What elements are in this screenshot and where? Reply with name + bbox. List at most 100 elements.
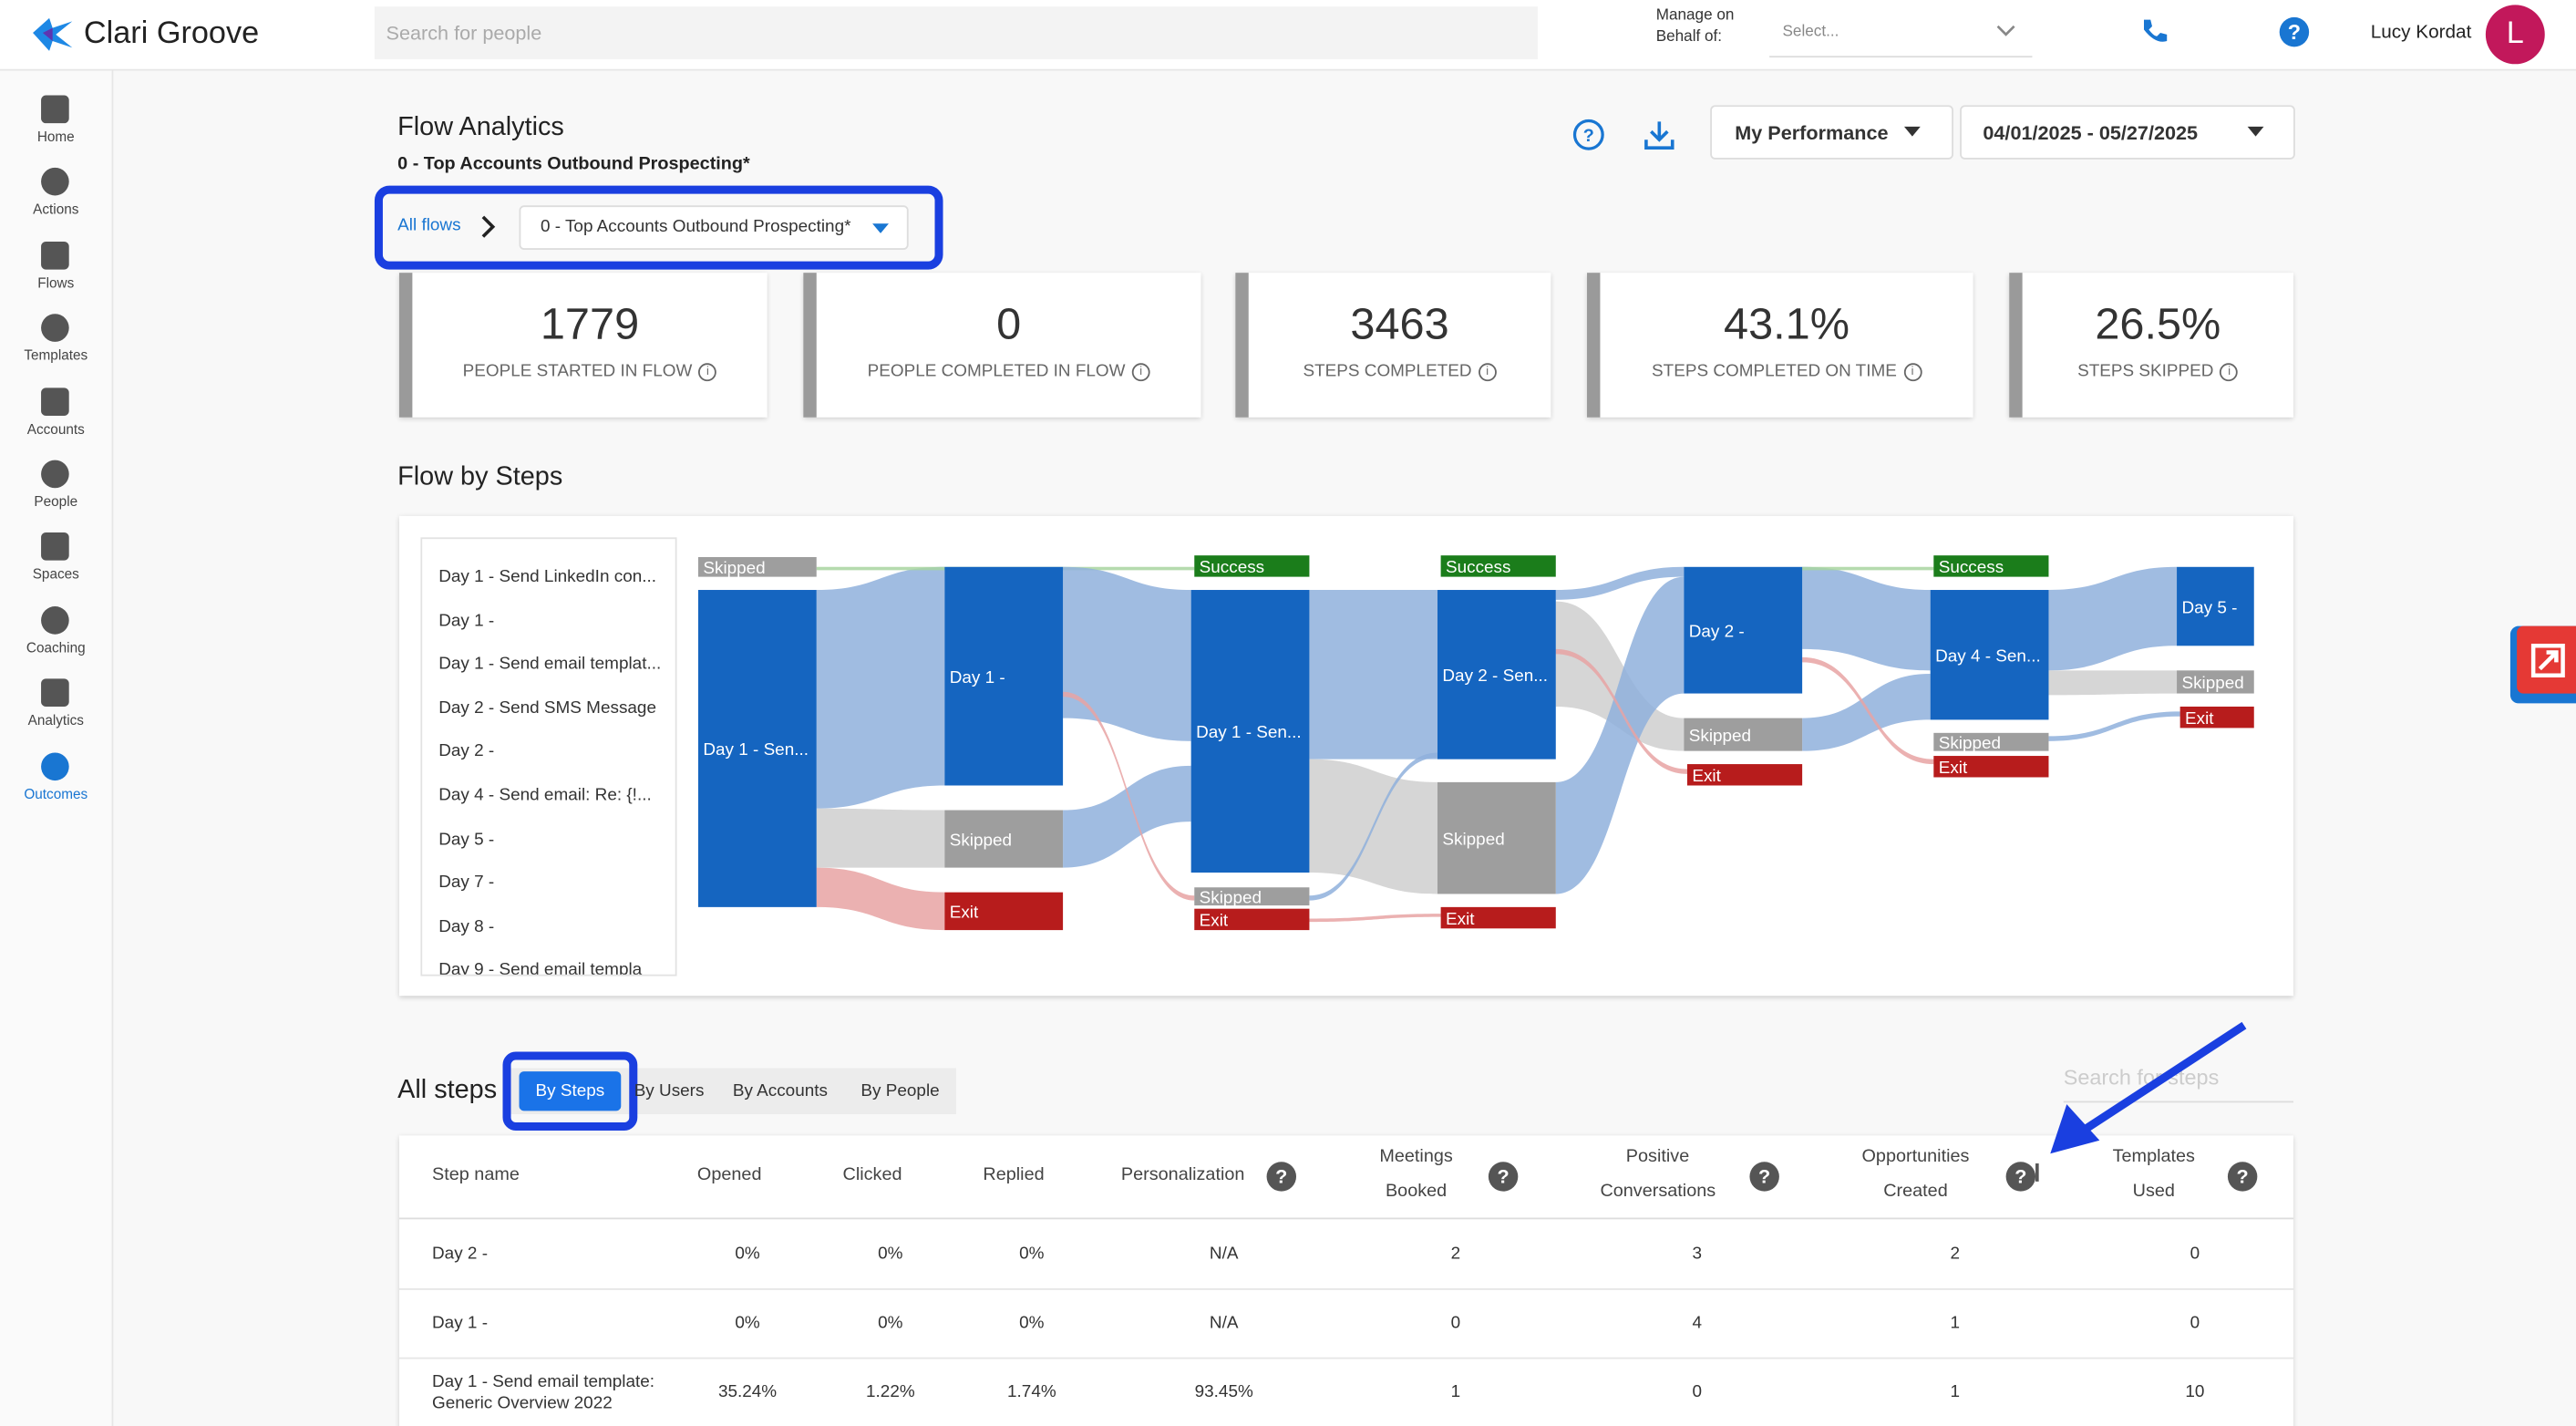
flow-link <box>1802 566 1934 571</box>
nav-label[interactable]: Coaching <box>26 638 86 656</box>
phone-icon[interactable] <box>2139 16 2169 46</box>
sankey-node <box>1933 732 2049 751</box>
kpi-value: 1779 <box>540 299 640 349</box>
nav-icon[interactable] <box>41 168 69 197</box>
sankey-node <box>944 566 1064 786</box>
help-icon[interactable]: ? <box>2279 16 2310 47</box>
nav-icon[interactable] <box>41 751 69 780</box>
table-cell: 0% <box>878 1244 903 1264</box>
column-header: Personalization <box>1120 1164 1245 1185</box>
caret <box>1903 126 1921 137</box>
step-item[interactable]: Day 1 - <box>438 610 495 631</box>
flow-link <box>1309 590 1438 760</box>
nav-label[interactable]: Accounts <box>26 419 85 437</box>
tab[interactable]: By Steps <box>519 1071 622 1111</box>
table-cell: 4 <box>1692 1313 1703 1333</box>
date-dropdown[interactable]: 04/01/2025 - 05/27/2025 <box>1960 105 2295 160</box>
step-search[interactable]: Search for steps <box>2063 1061 2294 1103</box>
nav-label[interactable]: Analytics <box>27 711 84 728</box>
step-item[interactable]: Day 1 - Send email templat... <box>438 654 662 675</box>
column-header: Step name <box>432 1164 520 1185</box>
step-item[interactable]: Day 7 - <box>438 873 495 893</box>
node-label: Skipped <box>1200 888 1262 907</box>
flow-link <box>1063 566 1191 741</box>
sankey-node <box>944 892 1064 931</box>
step-item[interactable]: Day 1 - Send LinkedIn con... <box>438 566 657 587</box>
flow-link <box>1555 648 1687 774</box>
step-list: Day 1 - Send LinkedIn con... Day 1 - Day 1… <box>420 537 677 976</box>
node-label: Success <box>1446 558 1510 577</box>
sankey-node <box>697 556 817 577</box>
tab[interactable]: By Accounts <box>732 1080 828 1101</box>
nav-icon[interactable] <box>41 532 69 562</box>
sort-arrow[interactable] <box>2035 1163 2038 1182</box>
flow-link <box>1802 566 1931 671</box>
sankey-node <box>1686 764 1803 786</box>
sankey-node <box>1684 566 1803 694</box>
nav-icon[interactable] <box>41 95 69 124</box>
help-icon[interactable]: ? <box>2227 1162 2258 1192</box>
table-cell: 1.22% <box>866 1381 915 1402</box>
column-header: Meetings Booked <box>1379 1147 1453 1202</box>
chevron <box>1996 25 2015 36</box>
info-icon: i <box>1478 363 1497 382</box>
performance-dropdown[interactable]: My Performance <box>1710 105 1953 160</box>
flow-link <box>2048 566 2178 671</box>
kpi-card: 26.5% STEPS SKIPPED i <box>2009 273 2294 418</box>
help-icon[interactable]: ? <box>1749 1162 1779 1192</box>
people-search[interactable]: Search for people <box>374 6 1538 59</box>
kpi-label: STEPS COMPLETED i <box>1249 362 1551 382</box>
download-button[interactable] <box>1643 119 1675 151</box>
sankey-node <box>1194 555 1310 577</box>
nav-label[interactable]: Home <box>36 128 75 145</box>
all-flows-link[interactable]: All flows <box>397 215 461 235</box>
node-label: Skipped <box>1442 830 1504 849</box>
nav-label[interactable]: Templates <box>24 346 88 364</box>
sankey-node <box>2179 706 2254 728</box>
caret <box>2247 126 2264 137</box>
steps-table: Step name Opened Clicked Replied Personaliza… <box>398 1135 2294 1426</box>
step-item[interactable]: Day 2 - Send SMS Message <box>438 698 656 718</box>
sankey-node <box>1194 908 1310 931</box>
nav-label[interactable]: Spaces <box>32 565 79 583</box>
nav-icon[interactable] <box>41 387 69 416</box>
row-divider <box>398 1288 2294 1290</box>
nav-icon[interactable] <box>41 460 69 489</box>
step-item[interactable]: Day 5 - <box>438 829 495 850</box>
annotation-arrow <box>2050 1021 2247 1154</box>
help-icon[interactable]: ? <box>1488 1162 1519 1192</box>
help-icon[interactable]: ? <box>1266 1162 1297 1192</box>
table-cell: 1 <box>1450 1381 1461 1402</box>
column-header: Templates Used <box>2112 1147 2195 1202</box>
node-label: Exit <box>1939 759 1968 778</box>
step-item[interactable]: Day 9 - Send email templa <box>438 960 643 976</box>
nav-label[interactable]: Actions <box>33 201 79 218</box>
avatar[interactable]: L <box>2485 5 2545 65</box>
nav-icon[interactable] <box>41 314 69 343</box>
nav-label[interactable]: Outcomes <box>24 784 88 801</box>
tab[interactable]: By People <box>860 1080 940 1101</box>
table-cell: Day 2 - <box>432 1244 489 1264</box>
section-title: All steps <box>397 1076 498 1105</box>
step-item[interactable]: Day 8 - <box>438 916 495 936</box>
nav-label[interactable]: Flows <box>37 274 75 291</box>
nav-icon[interactable] <box>41 678 69 708</box>
nav-icon[interactable] <box>41 241 69 270</box>
kpi-label-text: PEOPLE STARTED IN FLOW <box>462 361 693 382</box>
column-header: Clicked <box>842 1164 902 1185</box>
flow-select[interactable]: 0 - Top Accounts Outbound Prospecting* <box>519 205 909 250</box>
tab[interactable]: By Users <box>634 1080 705 1101</box>
flow-select-text: 0 - Top Accounts Outbound Prospecting* <box>540 216 851 237</box>
help-icon[interactable]: ? <box>2005 1162 2036 1192</box>
info-button[interactable]: ? <box>1572 119 1605 151</box>
nav-icon[interactable] <box>41 605 69 635</box>
step-item[interactable]: Day 2 - <box>438 741 495 762</box>
step-item[interactable]: Day 4 - Send email: Re: {!... <box>438 785 652 806</box>
table-cell: 1.74% <box>1007 1381 1056 1402</box>
table-cell: 0% <box>1019 1244 1045 1264</box>
kpi-value: 43.1% <box>1724 299 1850 349</box>
node-label: Exit <box>950 904 979 923</box>
behalf-select[interactable]: Select... <box>1769 10 2033 58</box>
side-widget[interactable] <box>2509 625 2576 704</box>
nav-label[interactable]: People <box>34 492 78 510</box>
